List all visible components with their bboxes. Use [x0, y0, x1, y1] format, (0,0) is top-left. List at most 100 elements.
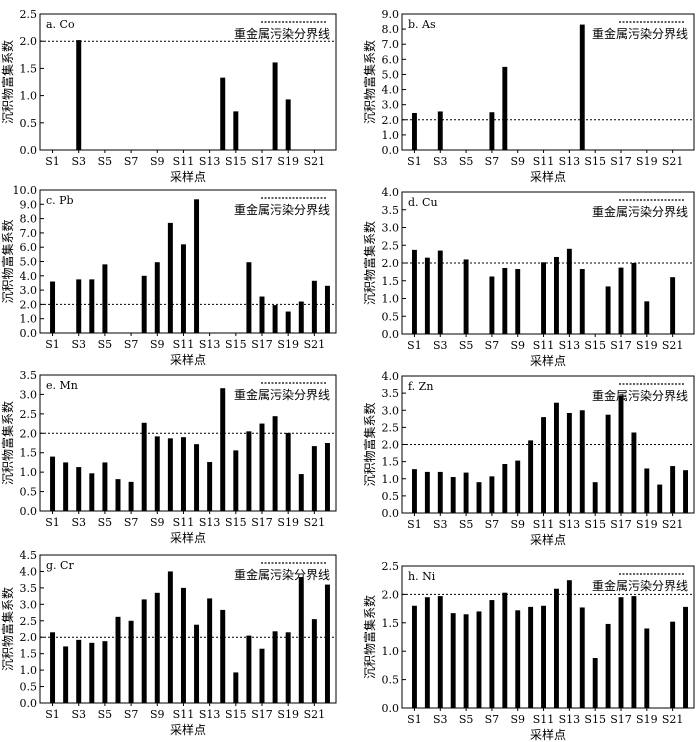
y-tick-label: 2.5 — [20, 615, 38, 628]
bar-S17 — [259, 296, 265, 333]
y-tick-label: 0.5 — [382, 490, 400, 503]
x-tick-label: S19 — [636, 713, 658, 726]
x-tick-label: S1 — [45, 338, 60, 351]
bar-S14 — [579, 24, 585, 151]
bar-S18 — [631, 432, 637, 513]
y-tick-label: 3.5 — [20, 369, 38, 382]
x-tick-label: S5 — [459, 713, 474, 726]
y-tick-label: 5.0 — [382, 68, 400, 81]
bar-S14 — [579, 607, 585, 708]
bar-S2 — [424, 471, 430, 513]
x-tick-label: S21 — [662, 713, 684, 726]
bar-S1 — [50, 456, 56, 511]
x-tick-label: S9 — [150, 155, 165, 168]
y-tick-label: 4.5 — [20, 549, 38, 562]
bar-S18 — [272, 62, 278, 150]
bar-S5 — [102, 462, 108, 511]
bar-S16 — [246, 431, 252, 511]
bar-S5 — [102, 641, 108, 703]
chart-panel-2: 0.0 1.0 2.0 3.0 4.0 5.0 6.0 7.0 8.0 9.0 S1 S3 S5 S7 S9… — [362, 8, 695, 184]
x-tick-label: S9 — [510, 713, 525, 726]
bar-S12 — [194, 199, 200, 333]
bar-S7 — [489, 476, 495, 513]
y-tick-label: 7.0 — [382, 38, 400, 51]
bar-S14 — [579, 269, 585, 334]
y-tick-label: 0.0 — [382, 702, 400, 715]
y-tick-label: 1.0 — [20, 466, 38, 479]
panel-title: b. As — [408, 18, 436, 31]
y-tick-label: 6.0 — [382, 53, 400, 66]
bar-S4 — [89, 279, 95, 333]
chart-panel-3: 0.01.0 2.03.04.05.0 6.07.08.0 9.010.0 S1 S3 S5… — [0, 184, 337, 367]
bar-S7 — [128, 620, 134, 703]
bar-S2 — [424, 257, 430, 334]
y-axis-label: 沉积物富集系数 — [0, 401, 15, 485]
y-tick-label: 1.0 — [382, 473, 400, 486]
bar-S11 — [180, 587, 186, 703]
bar-S13 — [207, 598, 213, 703]
bar-S2 — [63, 462, 69, 511]
x-axis-label: 采样点 — [530, 169, 566, 184]
x-tick-label: S13 — [559, 339, 581, 352]
bar-S15 — [592, 482, 598, 513]
bar-S3 — [76, 40, 82, 150]
y-tick-label: 3.0 — [382, 99, 400, 112]
bar-S19 — [285, 99, 291, 150]
x-tick-label: S19 — [636, 339, 658, 352]
x-axis-label: 采样点 — [530, 353, 566, 368]
bar-S12 — [194, 624, 200, 703]
x-tick-label: S19 — [636, 155, 658, 168]
bar-S9 — [154, 592, 160, 703]
bar-S11 — [541, 605, 546, 708]
y-tick-label: 3.5 — [20, 582, 38, 595]
x-tick-label: S3 — [433, 518, 448, 531]
x-tick-label: S1 — [407, 339, 422, 352]
x-tick-label: S9 — [150, 338, 165, 351]
x-tick-label: S1 — [45, 708, 60, 721]
legend-label: 重金属污染分界线 — [592, 204, 688, 219]
x-tick-label: S15 — [584, 155, 606, 168]
y-tick-label: 0.0 — [20, 697, 38, 710]
x-tick-label: S13 — [559, 155, 581, 168]
y-tick-label: 1.5 — [20, 447, 38, 460]
bar-S7 — [489, 276, 495, 334]
x-tick-label: S11 — [533, 339, 555, 352]
bar-S10 — [528, 606, 534, 708]
legend-label: 重金属污染分界线 — [234, 387, 330, 402]
y-tick-label: 2.0 — [382, 114, 400, 127]
x-tick-label: S17 — [610, 339, 632, 352]
bar-S1 — [50, 632, 56, 703]
panel-title: f. Zn — [408, 380, 433, 393]
bar-S7 — [128, 481, 134, 511]
y-tick-label: 0.5 — [382, 674, 400, 687]
plot-frame — [401, 565, 695, 709]
y-tick-label: 2.0 — [20, 631, 38, 644]
chart-panel-6: 0.0 0.5 1.0 1.5 2.0 2.5 3.0 3.5 4.0 S1 S3 S5 S7 S9 S11… — [362, 370, 695, 547]
x-tick-label: S9 — [510, 339, 525, 352]
bar-S15 — [233, 672, 239, 703]
bar-S13 — [566, 580, 572, 708]
legend-label: 重金属污染分界线 — [592, 578, 688, 593]
x-tick-label: S5 — [459, 339, 474, 352]
bar-S1 — [412, 469, 417, 513]
bar-S14 — [220, 77, 226, 150]
bar-S10 — [528, 440, 534, 513]
chart-panel-5: 0.0 0.5 1.0 1.5 2.0 2.5 3.0 3.5 S1 S3 S5 S7 S9 S11 S13… — [0, 369, 337, 545]
plot-frame — [39, 13, 337, 151]
x-tick-label: S5 — [459, 518, 474, 531]
x-tick-label: S3 — [433, 713, 448, 726]
y-axis-label: 沉积物富集系数 — [0, 587, 15, 671]
y-tick-label: 0.5 — [20, 681, 38, 694]
x-tick-label: S17 — [610, 518, 632, 531]
x-tick-label: S15 — [225, 708, 247, 721]
bar-S19 — [285, 432, 291, 511]
legend-label: 重金属污染分界线 — [234, 26, 330, 41]
x-tick-label: S21 — [662, 339, 684, 352]
bar-S8 — [141, 422, 147, 511]
x-axis-label: 采样点 — [170, 169, 206, 184]
y-tick-label: 0.5 — [20, 117, 38, 130]
x-tick-label: S5 — [98, 338, 113, 351]
bar-S10 — [167, 222, 173, 333]
bar-S22 — [324, 285, 330, 333]
x-tick-label: S1 — [45, 155, 60, 168]
